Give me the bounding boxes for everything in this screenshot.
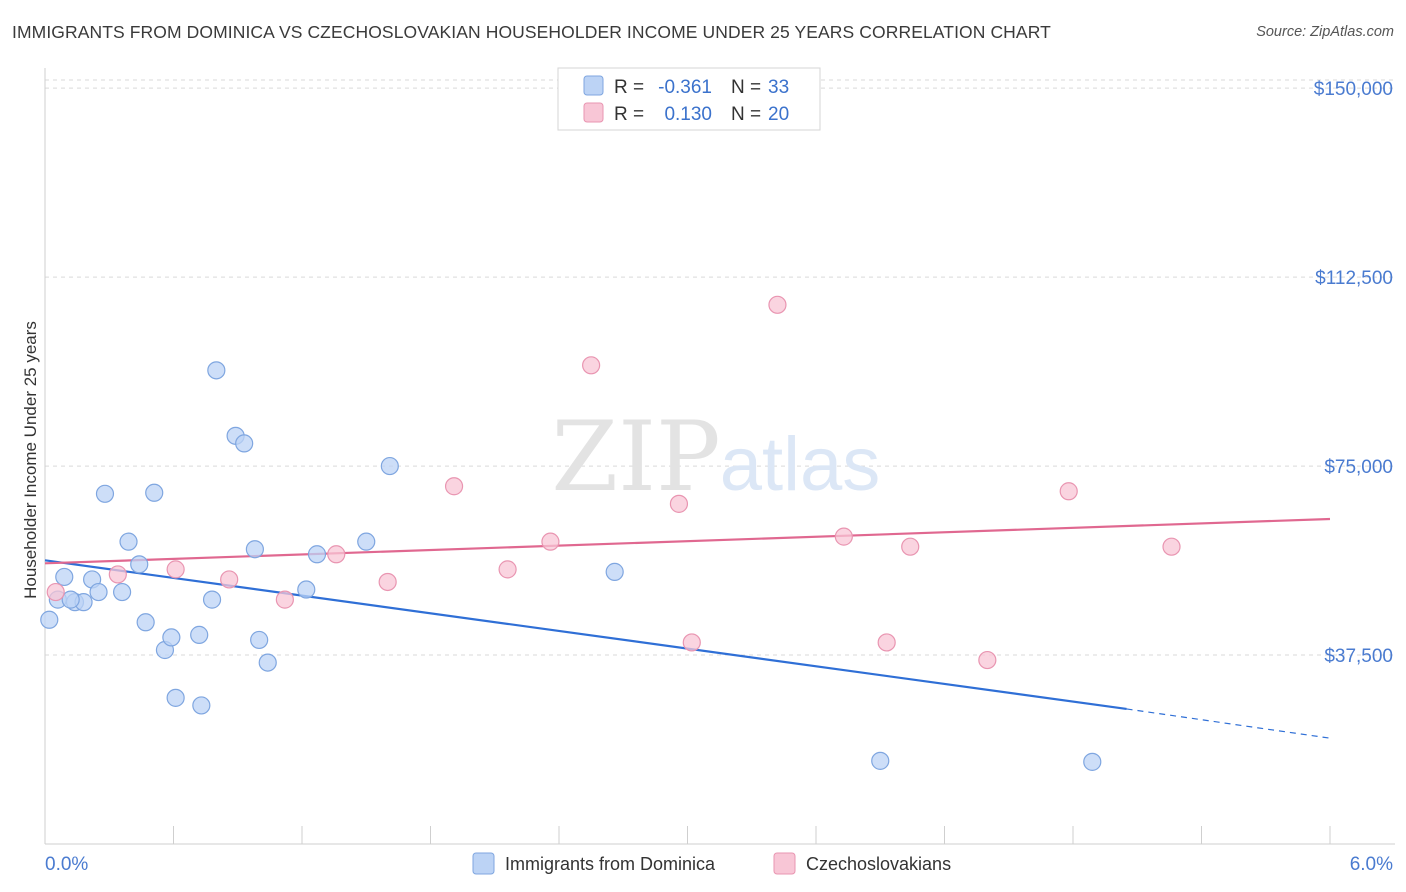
watermark-atlas: atlas (720, 422, 881, 507)
legend-n-value: 33 (768, 77, 789, 98)
point-czechoslovakian (582, 356, 601, 375)
point-czechoslovakian (1162, 537, 1181, 556)
point-dominica (380, 456, 399, 476)
legend-n-label: N = (731, 104, 761, 125)
point-czechoslovakian (220, 570, 239, 589)
point-czechoslovakian (166, 560, 185, 579)
legend-swatch-pink (583, 102, 604, 123)
x-tick-label: 6.0% (1350, 854, 1393, 875)
watermark-zip: ZIP (551, 401, 720, 513)
point-czechoslovakian (834, 527, 853, 546)
legend-swatch-blue (583, 75, 604, 96)
watermark: ZIP atlas (551, 401, 880, 513)
point-dominica (55, 567, 74, 587)
point-dominica (166, 688, 185, 707)
point-czechoslovakian (108, 565, 127, 584)
series-legend-swatch-pink (773, 852, 796, 875)
point-czechoslovakian (978, 650, 997, 670)
point-czechoslovakian (1059, 482, 1078, 501)
series-legend-label-czechoslovakians: Czechoslovakians (806, 854, 951, 874)
trend-line-dominica-extension (1126, 708, 1331, 739)
axes: $37,500 $75,000 $112,500 $150,000 0.0% 6.0% (44, 68, 1395, 875)
point-czechoslovakian (541, 532, 560, 551)
point-dominica (95, 484, 115, 503)
point-dominica (61, 590, 80, 609)
chart-source: Source: ZipAtlas.com (1256, 24, 1394, 40)
y-tick-label: $75,000 (1324, 457, 1393, 478)
point-dominica (235, 434, 254, 453)
point-dominica (112, 582, 132, 602)
point-dominica (190, 625, 209, 644)
series-legend-swatch-blue (472, 852, 495, 875)
point-dominica (202, 590, 222, 609)
point-dominica (258, 653, 277, 672)
point-dominica (89, 582, 108, 602)
point-dominica (245, 540, 264, 559)
point-dominica (297, 580, 316, 599)
point-dominica (145, 483, 164, 502)
point-czechoslovakian (46, 582, 65, 602)
point-dominica (250, 630, 269, 650)
point-dominica (119, 532, 138, 551)
y-tick-label: $112,500 (1315, 268, 1393, 289)
point-czechoslovakian (444, 477, 464, 496)
y-tick-label: $37,500 (1324, 646, 1393, 667)
point-czechoslovakian (378, 572, 397, 592)
stats-legend: R = -0.361 N = 33 R = 0.130 N = 20 (557, 67, 821, 131)
point-dominica (1083, 752, 1102, 771)
point-dominica (207, 361, 226, 380)
point-czechoslovakian (669, 494, 689, 513)
point-czechoslovakian (682, 633, 701, 652)
gridlines (45, 79, 1395, 656)
chart-title: IMMIGRANTS FROM DOMINICA VS CZECHOSLOVAK… (12, 22, 1051, 42)
point-czechoslovakian (901, 537, 920, 556)
legend-n-label: N = (731, 77, 761, 98)
legend-n-value: 20 (768, 104, 789, 125)
point-dominica (136, 613, 155, 632)
legend-r-label: R = (614, 77, 644, 98)
point-dominica (357, 532, 376, 551)
point-dominica (307, 545, 327, 564)
point-dominica (162, 628, 181, 647)
point-czechoslovakian (877, 633, 896, 652)
trend-line-czechoslovakians (44, 517, 1331, 565)
point-dominica (605, 562, 624, 581)
x-tick-label: 0.0% (45, 854, 88, 875)
legend-r-label: R = (614, 104, 644, 125)
point-dominica (192, 696, 211, 715)
y-axis-label: Householder Income Under 25 years (21, 321, 40, 599)
point-czechoslovakian (275, 590, 294, 609)
point-dominica (871, 751, 890, 770)
point-czechoslovakian (768, 295, 787, 314)
point-czechoslovakian (498, 560, 517, 579)
series-legend: Immigrants from Dominica Czechoslovakian… (472, 852, 951, 875)
series-legend-label-dominica: Immigrants from Dominica (505, 854, 716, 874)
data-points (40, 295, 1181, 771)
legend-r-value: 0.130 (664, 104, 712, 125)
trend-lines (44, 517, 1331, 739)
y-tick-label: $150,000 (1314, 79, 1393, 100)
legend-r-value: -0.361 (658, 77, 712, 98)
point-czechoslovakian (327, 545, 346, 564)
point-dominica (40, 610, 59, 629)
point-dominica (130, 555, 149, 574)
